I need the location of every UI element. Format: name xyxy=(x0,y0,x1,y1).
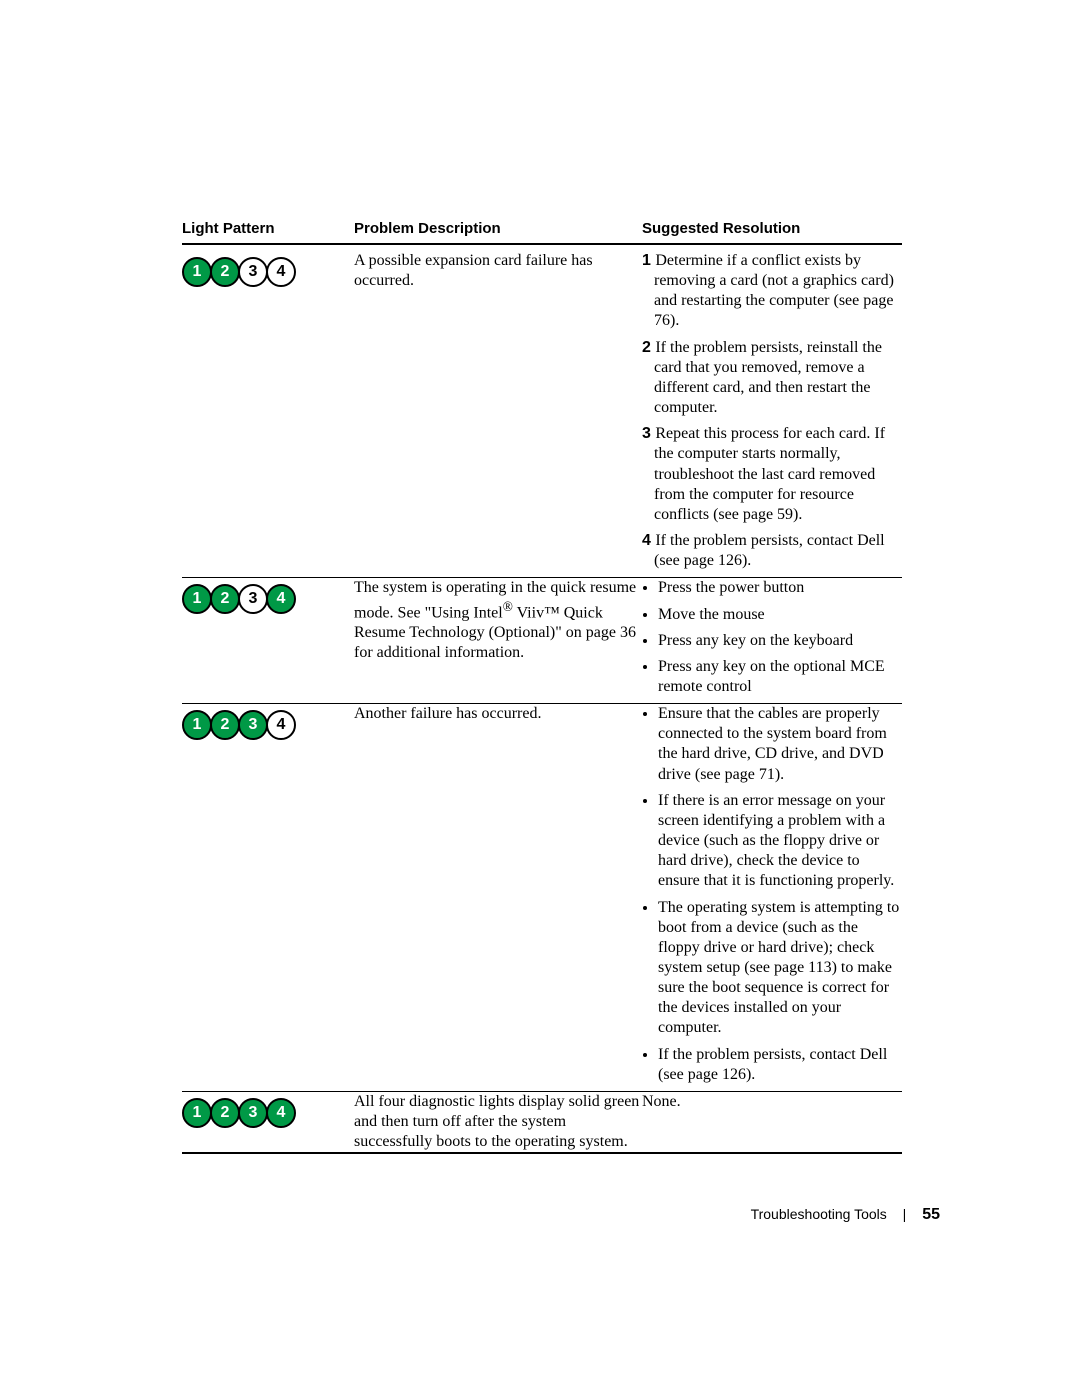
header-resolution: Suggested Resolution xyxy=(642,220,902,243)
diagnostic-light-3: 3 xyxy=(238,1098,268,1128)
resolution-ordered-list: 1 Determine if a conflict exists by remo… xyxy=(642,251,902,571)
diagnostic-light-2: 2 xyxy=(210,1098,240,1128)
row-separator xyxy=(182,1152,902,1154)
cell-resolution: Press the power button Move the mouse Pres… xyxy=(642,578,902,703)
diagnostic-light-1: 1 xyxy=(182,1098,212,1128)
table-row: 1234A possible expansion card failure ha… xyxy=(182,251,902,577)
step-number: 4 xyxy=(642,532,655,549)
light-pattern: 1234 xyxy=(182,704,354,740)
cell-light-pattern: 1234 xyxy=(182,704,354,1091)
diagnostic-light-4: 4 xyxy=(266,710,296,740)
resolution-bullet-list: Press the power button Move the mouse Pres… xyxy=(642,578,902,697)
diagnostic-light-3: 3 xyxy=(238,584,268,614)
diagnostic-light-1: 1 xyxy=(182,584,212,614)
diagnostic-light-4: 4 xyxy=(266,1098,296,1128)
resolution-bullet: Press any key on the optional MCE remote… xyxy=(658,657,902,697)
cell-light-pattern: 1234 xyxy=(182,1092,354,1152)
diagnostic-light-1: 1 xyxy=(182,710,212,740)
resolution-bullet-list: Ensure that the cables are properly conn… xyxy=(642,704,902,1085)
diagnostic-light-2: 2 xyxy=(210,584,240,614)
resolution-bullet: If there is an error message on your scr… xyxy=(658,791,902,892)
header-rule xyxy=(182,243,902,245)
cell-resolution: Ensure that the cables are properly conn… xyxy=(642,704,902,1091)
step-number: 2 xyxy=(642,339,655,356)
cell-resolution: 1 Determine if a conflict exists by remo… xyxy=(642,251,902,577)
diagnostic-light-3: 3 xyxy=(238,710,268,740)
diagnostic-light-4: 4 xyxy=(266,257,296,287)
manual-page: Light Pattern Problem Description Sugges… xyxy=(0,0,1080,1397)
page-footer: Troubleshooting Tools | 55 xyxy=(751,1206,940,1224)
cell-problem: The system is operating in the quick res… xyxy=(354,578,642,703)
resolution-bullet: Ensure that the cables are properly conn… xyxy=(658,704,902,785)
table-header-row: Light Pattern Problem Description Sugges… xyxy=(182,220,902,243)
diagnostic-light-2: 2 xyxy=(210,257,240,287)
resolution-step: 4 If the problem persists, contact Dell … xyxy=(642,531,902,571)
light-pattern: 1234 xyxy=(182,251,354,287)
diagnostic-light-1: 1 xyxy=(182,257,212,287)
diagnostic-lights-table: Light Pattern Problem Description Sugges… xyxy=(182,220,902,1154)
cell-problem: All four diagnostic lights display solid… xyxy=(354,1092,642,1152)
header-problem: Problem Description xyxy=(354,220,642,243)
resolution-step: 2 If the problem persists, reinstall the… xyxy=(642,338,902,419)
diagnostic-light-4: 4 xyxy=(266,584,296,614)
resolution-step: 3 Repeat this process for each card. If … xyxy=(642,424,902,525)
table-row: 1234The system is operating in the quick… xyxy=(182,578,902,703)
table-body: 1234A possible expansion card failure ha… xyxy=(182,251,902,1154)
diagnostic-light-3: 3 xyxy=(238,257,268,287)
cell-light-pattern: 1234 xyxy=(182,251,354,577)
resolution-bullet: Move the mouse xyxy=(658,605,902,625)
diagnostic-lights-table-wrapper: Light Pattern Problem Description Sugges… xyxy=(182,220,902,1154)
step-number: 3 xyxy=(642,425,655,442)
resolution-text: None. xyxy=(642,1092,902,1112)
table-row: 1234Another failure has occurred.Ensure … xyxy=(182,704,902,1091)
table-row: 1234All four diagnostic lights display s… xyxy=(182,1092,902,1152)
resolution-bullet: If the problem persists, contact Dell (s… xyxy=(658,1045,902,1085)
footer-page-number: 55 xyxy=(922,1206,940,1223)
resolution-bullet: The operating system is attempting to bo… xyxy=(658,898,902,1039)
step-number: 1 xyxy=(642,252,655,269)
diagnostic-light-2: 2 xyxy=(210,710,240,740)
header-light-pattern: Light Pattern xyxy=(182,220,354,243)
cell-light-pattern: 1234 xyxy=(182,578,354,703)
resolution-bullet: Press any key on the keyboard xyxy=(658,631,902,651)
cell-problem: Another failure has occurred. xyxy=(354,704,642,1091)
cell-problem: A possible expansion card failure has oc… xyxy=(354,251,642,577)
cell-resolution: None. xyxy=(642,1092,902,1152)
light-pattern: 1234 xyxy=(182,1092,354,1128)
resolution-step: 1 Determine if a conflict exists by remo… xyxy=(642,251,902,332)
footer-separator: | xyxy=(903,1206,907,1222)
resolution-bullet: Press the power button xyxy=(658,578,902,598)
light-pattern: 1234 xyxy=(182,578,354,614)
footer-section-title: Troubleshooting Tools xyxy=(751,1206,887,1222)
